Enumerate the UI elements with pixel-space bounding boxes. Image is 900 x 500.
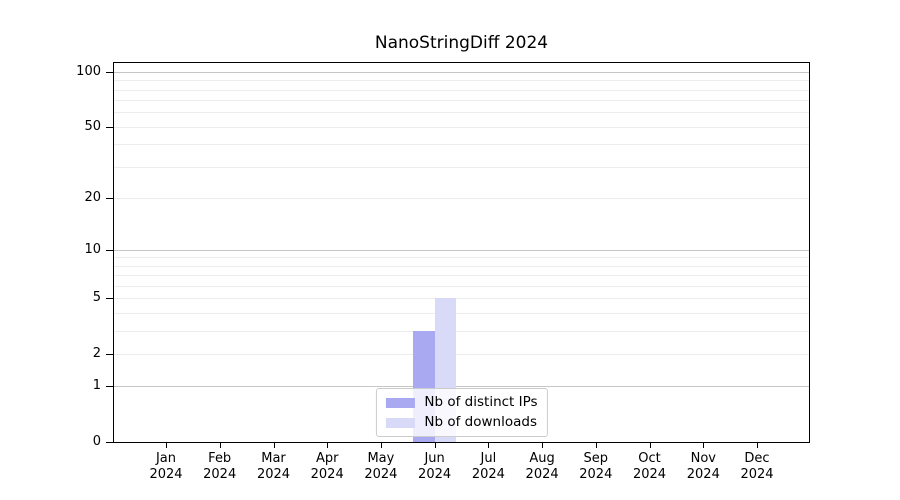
- x-tick-mark: [542, 443, 544, 448]
- x-tick-label: Jul 2024: [471, 451, 505, 482]
- x-tick-label: Aug 2024: [525, 451, 559, 482]
- y-tick-mark: [106, 298, 113, 300]
- x-tick-label: Mar 2024: [256, 451, 291, 482]
- y-tick-label: 100: [76, 64, 101, 79]
- x-tick-label: Oct 2024: [632, 451, 667, 482]
- gridline: [114, 265, 809, 267]
- gridline: [114, 197, 809, 199]
- gridline: [114, 112, 809, 114]
- plot-area: Nb of distinct IPs Nb of downloads: [113, 62, 810, 443]
- x-tick-mark: [703, 443, 705, 448]
- gridline: [114, 313, 809, 314]
- x-tick-label: Dec 2024: [740, 451, 774, 482]
- y-tick-label: 10: [84, 241, 101, 257]
- chart-title: NanoStringDiff 2024: [374, 33, 549, 53]
- gridline: [114, 249, 809, 251]
- distinct-ips-swatch-icon: [385, 397, 415, 408]
- gridline: [114, 80, 809, 82]
- x-tick-mark: [488, 443, 490, 448]
- y-tick-label: 0: [92, 434, 101, 449]
- y-tick-label: 2: [92, 345, 101, 361]
- x-tick-label: Feb 2024: [203, 451, 237, 482]
- gridline: [114, 298, 809, 300]
- x-tick-mark: [166, 443, 167, 448]
- y-tick-mark: [106, 353, 113, 355]
- x-tick-label: Jan 2024: [149, 451, 183, 482]
- y-tick-label: 1: [92, 378, 101, 394]
- x-tick-mark: [380, 443, 382, 448]
- gridline: [114, 286, 809, 287]
- legend-label: Nb of distinct IPs: [424, 394, 538, 410]
- legend-entry-downloads: Nb of downloads: [385, 415, 537, 430]
- gridline: [114, 89, 809, 91]
- legend-entry-distinct-ips: Nb of distinct IPs: [385, 394, 538, 410]
- x-tick-label: Nov 2024: [686, 451, 720, 482]
- x-tick-mark: [434, 443, 436, 448]
- x-tick-mark: [757, 443, 758, 448]
- y-tick-mark: [106, 442, 113, 443]
- y-tick-label: 50: [84, 118, 101, 134]
- gridline: [114, 126, 809, 128]
- gridline: [114, 72, 809, 73]
- gridline: [114, 100, 809, 102]
- gridline: [114, 166, 809, 168]
- legend-label: Nb of downloads: [424, 414, 537, 430]
- x-tick-mark: [649, 443, 651, 448]
- downloads-swatch-icon: [385, 417, 415, 428]
- y-tick-label: 20: [84, 189, 101, 205]
- y-tick-label: 5: [92, 290, 101, 306]
- x-tick-label: Jun 2024: [418, 451, 452, 482]
- gridline: [114, 386, 809, 388]
- y-tick-mark: [106, 197, 113, 199]
- gridline: [114, 330, 809, 332]
- y-tick-mark: [106, 386, 113, 388]
- x-tick-mark: [273, 443, 275, 448]
- y-tick-mark: [106, 249, 113, 251]
- x-tick-mark: [219, 443, 221, 448]
- gridline: [114, 257, 809, 259]
- gridline: [114, 275, 809, 277]
- x-tick-label: Apr 2024: [310, 451, 344, 482]
- y-tick-mark: [106, 126, 113, 128]
- gridline: [114, 144, 809, 146]
- legend: Nb of distinct IPs Nb of downloads: [375, 388, 548, 437]
- x-tick-label: May 2024: [364, 451, 398, 482]
- x-tick-mark: [327, 443, 329, 448]
- gridline: [114, 353, 809, 355]
- x-tick-mark: [595, 443, 597, 448]
- y-tick-mark: [106, 72, 113, 73]
- x-tick-label: Sep 2024: [579, 451, 613, 482]
